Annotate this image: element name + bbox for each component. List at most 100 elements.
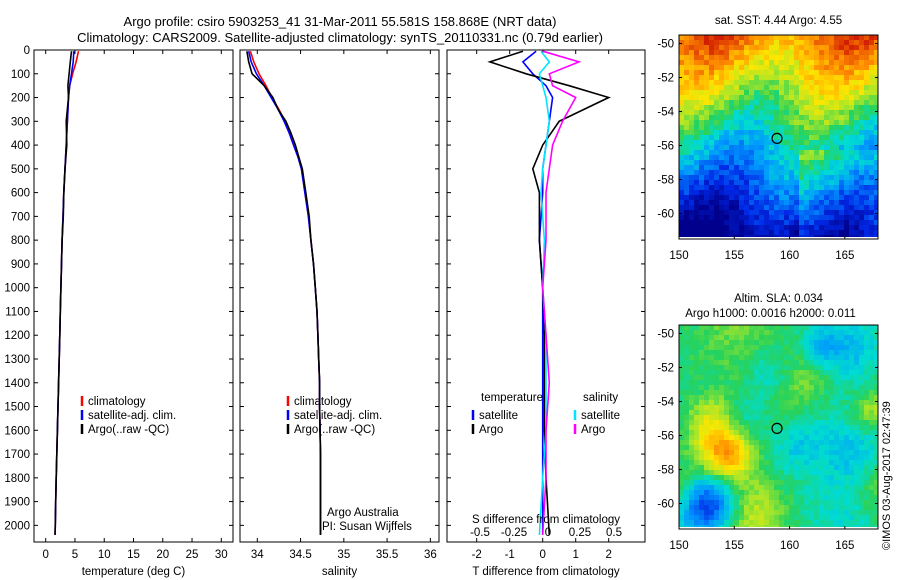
map-cells [679,35,878,237]
y-tick-label: -54 [657,397,674,409]
series-line-3 [541,50,582,535]
legend-label: satellite [581,410,620,422]
x-tick-label: 150 [669,250,688,262]
y-tick-label: 800 [11,235,30,247]
y-tick-label: 300 [11,116,30,128]
header-line1: Argo profile: csiro 5903253_41 31-Mar-20… [124,14,557,29]
top-tick-label: 0 [545,527,551,539]
x-tick-label: 0 [43,549,49,561]
legend-label: satellite [479,410,518,422]
x-tick-label: 25 [186,549,199,561]
annotation-line: Argo Australia [327,507,399,519]
y-tick-label: 2000 [4,520,30,532]
sst-map: sat. SST: 4.44 Argo: 4.55 -50 -52 -54 -56 -58… [657,15,879,262]
legend-label: Argo [581,424,605,436]
map-title: Altim. SLA: 0.034 [734,293,823,305]
series-line-0 [521,50,554,535]
y-tick-label: 1300 [4,354,30,366]
y-tick-label: 1200 [4,330,30,342]
legend-label: Argo [479,424,503,436]
top-tick-label: -0.25 [501,527,527,539]
legend-label: Argo(..raw -QC) [294,424,375,436]
x-tick-label: 36 [424,549,437,561]
series-line-2 [538,50,551,535]
map-title: sat. SST: 4.44 Argo: 4.55 [715,15,842,27]
y-tick-label: 1100 [5,306,30,318]
top-tick-label: 0.5 [606,527,622,539]
y-tick-label: -60 [657,499,674,511]
top-tick-label: -0.5 [470,527,490,539]
y-tick-label: 1600 [4,425,30,437]
y-tick-label: -56 [657,431,674,443]
plot-frame [446,49,646,543]
series-line-2 [54,51,73,535]
y-tick-label: -50 [657,329,674,341]
x-tick-label: 30 [215,549,228,561]
y-tick-label: 500 [11,164,30,176]
x-tick-label: -1 [505,549,515,561]
x-tick-label: 20 [156,549,169,561]
x-tick-label: 0 [539,549,545,561]
y-tick-label: 0 [24,45,30,57]
y-tick-label: -52 [657,73,674,85]
x-tick-label: 165 [835,540,854,552]
legend-label: Argo(..raw -QC) [88,424,169,436]
x-tick-label: 155 [725,250,744,262]
annotation-line: PI: Susan Wijffels [322,521,412,533]
y-tick-label: 600 [11,188,30,200]
y-tick-label: -58 [657,465,674,477]
x-axis-label: T difference from climatology [472,566,619,578]
y-tick-label: 1700 [4,449,30,461]
x-tick-label: 160 [780,540,799,552]
y-tick-label: -54 [657,107,674,119]
legend-label: satellite-adj. clim. [294,410,382,422]
x-tick-label: 35.5 [376,549,398,561]
x-tick-label: -2 [472,549,482,561]
legend-title: temperature [481,392,543,404]
y-tick-label: 200 [11,93,30,105]
x-tick-label: 10 [98,549,111,561]
map-frame [678,34,879,240]
y-tick-label: 400 [11,140,30,152]
salinity-profile: 34 34.5 35 35.5 36 salinity climatology satelli… [239,49,440,578]
temperature-profile: 0100200300400500600700800900100011001200… [4,45,234,578]
legend-title: salinity [583,392,618,404]
legend-label: climatology [88,396,146,408]
y-tick-label: 100 [11,69,30,81]
x-tick-label: 35 [337,549,350,561]
y-tick-label: 1500 [4,402,30,414]
x-tick-label: 34.5 [289,549,311,561]
x-tick-label: 1 [572,549,578,561]
y-tick-label: 700 [11,211,30,223]
x-tick-label: 160 [780,250,799,262]
series-line-1 [487,50,611,535]
profile-location-marker [771,422,783,434]
x-tick-label: 2 [605,549,611,561]
x-tick-label: 15 [127,549,140,561]
plot-frame [33,49,234,543]
x-tick-label: 5 [72,549,78,561]
top-tick-label: 0.25 [569,527,591,539]
legend-label: satellite-adj. clim. [88,410,176,422]
y-tick-label: 900 [11,259,30,271]
top-axis-label: S difference from climatology [472,514,620,526]
difference-profile: -2 -1 0 1 2 T difference from climatology S di… [446,49,646,578]
sla-map: Altim. SLA: 0.034 Argo h1000: 0.0016 h200… [657,293,879,552]
x-tick-label: 150 [669,540,688,552]
y-tick-label: -52 [657,363,674,375]
y-tick-label: 1900 [4,497,30,509]
map-subtitle: Argo h1000: 0.0016 h2000: 0.011 [685,308,856,320]
x-tick-label: 165 [835,250,854,262]
profile-location-marker [771,132,783,144]
plot-frame [239,49,440,543]
x-axis-label: temperature (deg C) [82,566,186,578]
series-line-1 [54,51,75,535]
y-tick-label: -56 [657,141,674,153]
map-frame [678,324,879,530]
x-axis-label: salinity [322,566,357,578]
series-line-1 [247,51,322,535]
y-tick-label: -60 [657,209,674,221]
map-cells [679,325,878,527]
x-tick-label: 34 [251,549,264,561]
y-tick-label: 1000 [4,283,30,295]
